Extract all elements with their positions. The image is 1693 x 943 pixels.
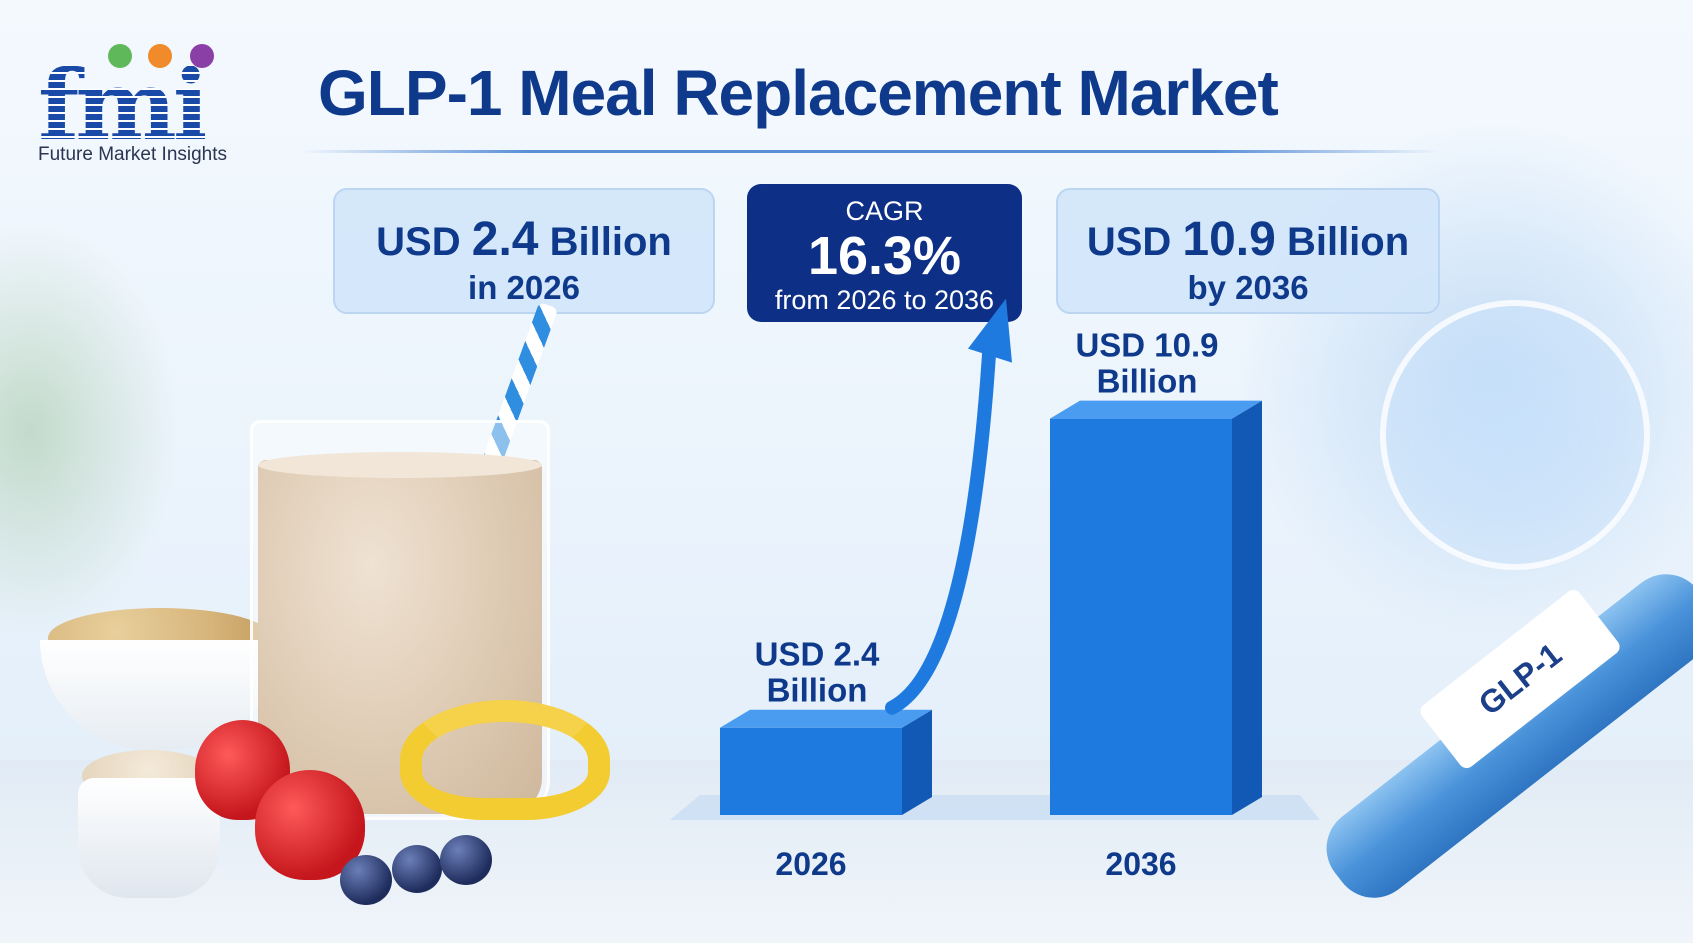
bar-top-2036 — [1050, 400, 1262, 419]
fmi-logo: fmi Future Market Insights — [38, 44, 268, 174]
logo-dot-green — [108, 44, 132, 68]
cagr-label: CAGR — [845, 196, 924, 226]
stomach-icon — [1380, 300, 1650, 570]
stat-card-2026-year: in 2026 — [468, 269, 580, 306]
stat-card-2026-value: USD 2.4 Billion — [376, 213, 672, 266]
stat-card-cagr: CAGR 16.3% from 2026 to 2036 — [747, 184, 1022, 322]
logo-wordmark: fmi — [38, 49, 209, 162]
stat-card-2026: USD 2.4 Billion in 2026 — [333, 188, 715, 314]
bar-2026 — [720, 727, 902, 815]
growth-arrow-head-icon — [968, 298, 1012, 363]
page-title: GLP-1 Meal Replacement Market — [318, 57, 1279, 129]
stat-card-2036-year: by 2036 — [1187, 269, 1309, 306]
stat-card-2036: USD 10.9 Billion by 2036 — [1056, 188, 1440, 314]
chart-data-labels: USD 2.4 Billion USD 10.9 Billion — [755, 327, 1219, 709]
market-growth-chart: USD 2.4 Billion USD 10.9 Billion 2026 2036 — [670, 298, 1320, 882]
stat-card-2036-value: USD 10.9 Billion — [1086, 213, 1410, 266]
category-label-2036: 2036 — [1105, 846, 1176, 882]
bar-top-2026 — [720, 709, 932, 728]
bar-side-2026 — [902, 709, 932, 815]
title-divider — [300, 150, 1440, 153]
logo-tagline: Future Market Insights — [38, 144, 228, 165]
data-label-2036: USD 10.9 Billion — [1075, 327, 1218, 400]
blueberry-icon — [440, 835, 492, 885]
measuring-tape-illustration — [400, 700, 610, 820]
category-label-2026: 2026 — [775, 846, 846, 882]
bar-side-2036 — [1232, 400, 1262, 815]
shake-foam-illustration — [258, 452, 542, 478]
background-foliage-glow — [0, 220, 180, 640]
logo-dot-purple — [190, 44, 214, 68]
bar-2036 — [1050, 418, 1232, 815]
blueberry-icon — [392, 845, 442, 893]
data-label-2026: USD 2.4 Billion — [755, 636, 880, 709]
growth-arrow-icon — [885, 331, 997, 715]
logo-dot-orange — [148, 44, 172, 68]
chart-category-labels: 2026 2036 — [775, 846, 1176, 882]
cagr-range: from 2026 to 2036 — [774, 285, 995, 315]
cagr-value: 16.3% — [807, 226, 962, 286]
chart-bars — [720, 400, 1262, 815]
scoop-illustration — [78, 778, 220, 898]
blueberry-icon — [340, 855, 392, 905]
